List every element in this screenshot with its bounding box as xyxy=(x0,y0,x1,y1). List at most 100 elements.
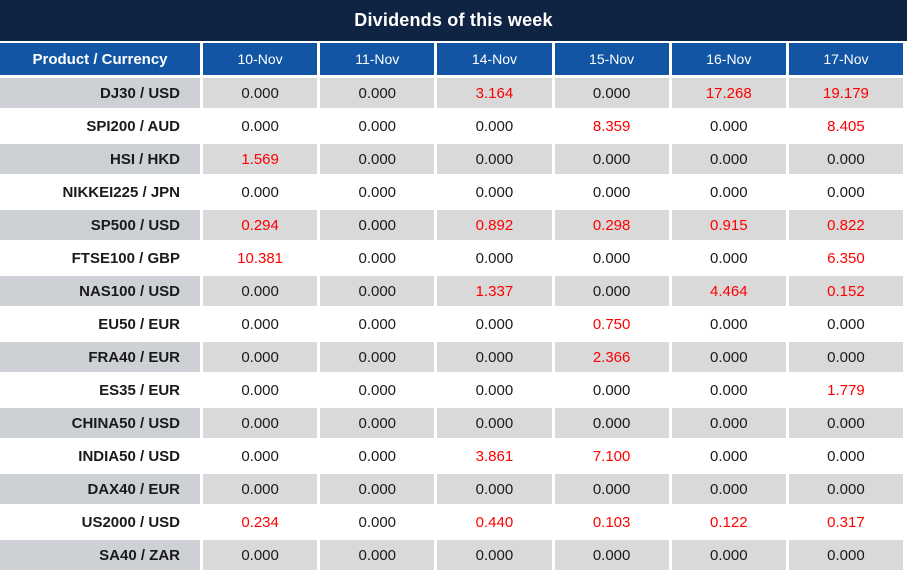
dividend-value-cell: 0.892 xyxy=(437,210,552,240)
dividend-value-cell: 0.000 xyxy=(671,540,786,570)
dividends-table: Product / Currency 10-Nov 11-Nov 14-Nov 15-… xyxy=(0,43,907,570)
table-row: ES35 / EUR 0.000 0.000 0.000 0.000 0.000 1.779 xyxy=(0,375,904,405)
table-row: US2000 / USD 0.234 0.000 0.440 0.103 0.122 0.3… xyxy=(0,507,904,537)
dividend-value-cell: 0.000 xyxy=(203,78,318,108)
dividend-value-cell: 0.317 xyxy=(788,507,904,537)
dividend-value-cell: 0.000 xyxy=(437,243,552,273)
dividend-value-cell: 0.000 xyxy=(320,111,435,141)
product-currency-cell: SA40 / ZAR xyxy=(0,540,200,570)
dividend-value-cell: 0.000 xyxy=(554,375,669,405)
dividend-value-cell: 0.440 xyxy=(437,507,552,537)
dividend-value-cell: 0.000 xyxy=(437,144,552,174)
dividend-value-cell: 0.152 xyxy=(788,276,904,306)
product-currency-cell: SPI200 / AUD xyxy=(0,111,200,141)
dividend-value-cell: 0.000 xyxy=(203,276,318,306)
dividend-value-cell: 0.234 xyxy=(203,507,318,537)
dividend-value-cell: 0.000 xyxy=(788,540,904,570)
dividend-value-cell: 0.000 xyxy=(437,309,552,339)
product-currency-column-header: Product / Currency xyxy=(0,43,200,75)
dividend-value-cell: 0.000 xyxy=(203,375,318,405)
dividend-value-cell: 0.000 xyxy=(320,375,435,405)
dividend-value-cell: 0.000 xyxy=(554,474,669,504)
dividend-value-cell: 0.000 xyxy=(788,441,904,471)
dividend-value-cell: 0.000 xyxy=(203,177,318,207)
dividend-value-cell: 0.000 xyxy=(320,474,435,504)
product-currency-cell: NAS100 / USD xyxy=(0,276,200,306)
table-header-row: Product / Currency 10-Nov 11-Nov 14-Nov 15-… xyxy=(0,43,904,75)
dividend-value-cell: 4.464 xyxy=(671,276,786,306)
dividend-value-cell: 0.000 xyxy=(437,342,552,372)
table-row: SA40 / ZAR 0.000 0.000 0.000 0.000 0.000 0.000 xyxy=(0,540,904,570)
dividend-value-cell: 2.366 xyxy=(554,342,669,372)
product-currency-cell: FRA40 / EUR xyxy=(0,342,200,372)
dividend-value-cell: 0.298 xyxy=(554,210,669,240)
dividend-value-cell: 0.000 xyxy=(788,177,904,207)
dividend-value-cell: 1.569 xyxy=(203,144,318,174)
dividend-value-cell: 0.000 xyxy=(320,309,435,339)
dividend-value-cell: 0.000 xyxy=(554,276,669,306)
dividend-value-cell: 3.861 xyxy=(437,441,552,471)
table-row: SP500 / USD 0.294 0.000 0.892 0.298 0.915 0.82… xyxy=(0,210,904,240)
dividend-value-cell: 0.000 xyxy=(437,474,552,504)
dividend-value-cell: 0.103 xyxy=(554,507,669,537)
table-row: DJ30 / USD 0.000 0.000 3.164 0.000 17.268 19.1… xyxy=(0,78,904,108)
dividend-value-cell: 0.000 xyxy=(320,243,435,273)
dividend-value-cell: 0.000 xyxy=(671,111,786,141)
product-currency-cell: ES35 / EUR xyxy=(0,375,200,405)
date-column-header: 16-Nov xyxy=(671,43,786,75)
product-currency-cell: FTSE100 / GBP xyxy=(0,243,200,273)
dividend-value-cell: 0.000 xyxy=(671,144,786,174)
dividend-value-cell: 0.000 xyxy=(437,111,552,141)
date-column-header: 14-Nov xyxy=(437,43,552,75)
product-currency-cell: EU50 / EUR xyxy=(0,309,200,339)
dividend-value-cell: 0.750 xyxy=(554,309,669,339)
table-row: FTSE100 / GBP 10.381 0.000 0.000 0.000 0.000 6… xyxy=(0,243,904,273)
product-currency-cell: NIKKEI225 / JPN xyxy=(0,177,200,207)
dividend-value-cell: 0.000 xyxy=(554,177,669,207)
table-row: CHINA50 / USD 0.000 0.000 0.000 0.000 0.000 0.… xyxy=(0,408,904,438)
dividend-value-cell: 0.000 xyxy=(203,408,318,438)
dividend-value-cell: 0.000 xyxy=(320,507,435,537)
dividend-value-cell: 0.000 xyxy=(203,111,318,141)
dividend-value-cell: 3.164 xyxy=(437,78,552,108)
date-column-header: 11-Nov xyxy=(320,43,435,75)
dividend-value-cell: 0.000 xyxy=(671,375,786,405)
dividend-value-cell: 0.000 xyxy=(320,177,435,207)
dividend-value-cell: 0.000 xyxy=(554,144,669,174)
dividend-value-cell: 0.000 xyxy=(437,540,552,570)
dividend-value-cell: 0.000 xyxy=(671,177,786,207)
dividend-value-cell: 0.000 xyxy=(788,474,904,504)
dividend-value-cell: 0.000 xyxy=(203,540,318,570)
date-column-header: 15-Nov xyxy=(554,43,669,75)
product-currency-cell: CHINA50 / USD xyxy=(0,408,200,438)
dividend-value-cell: 0.000 xyxy=(671,441,786,471)
dividend-value-cell: 6.350 xyxy=(788,243,904,273)
table-row: DAX40 / EUR 0.000 0.000 0.000 0.000 0.000 0.00… xyxy=(0,474,904,504)
dividend-value-cell: 0.000 xyxy=(437,177,552,207)
table-row: NAS100 / USD 0.000 0.000 1.337 0.000 4.464 0.1… xyxy=(0,276,904,306)
table-row: EU50 / EUR 0.000 0.000 0.000 0.750 0.000 0.000 xyxy=(0,309,904,339)
dividend-value-cell: 0.000 xyxy=(437,375,552,405)
product-currency-cell: HSI / HKD xyxy=(0,144,200,174)
dividend-value-cell: 0.000 xyxy=(788,342,904,372)
dividend-value-cell: 0.822 xyxy=(788,210,904,240)
dividend-value-cell: 0.000 xyxy=(437,408,552,438)
table-row: NIKKEI225 / JPN 0.000 0.000 0.000 0.000 0.000… xyxy=(0,177,904,207)
dividend-value-cell: 0.000 xyxy=(320,144,435,174)
widget-title: Dividends of this week xyxy=(0,0,907,41)
product-currency-cell: SP500 / USD xyxy=(0,210,200,240)
dividend-value-cell: 0.000 xyxy=(554,78,669,108)
table-row: SPI200 / AUD 0.000 0.000 0.000 8.359 0.000 8.4… xyxy=(0,111,904,141)
dividend-value-cell: 0.000 xyxy=(671,342,786,372)
dividend-value-cell: 0.000 xyxy=(554,243,669,273)
dividend-value-cell: 0.000 xyxy=(671,408,786,438)
table-row: HSI / HKD 1.569 0.000 0.000 0.000 0.000 0.000 xyxy=(0,144,904,174)
dividend-value-cell: 1.337 xyxy=(437,276,552,306)
product-currency-cell: DJ30 / USD xyxy=(0,78,200,108)
date-column-header: 10-Nov xyxy=(203,43,318,75)
dividend-value-cell: 0.915 xyxy=(671,210,786,240)
dividend-value-cell: 7.100 xyxy=(554,441,669,471)
dividend-value-cell: 0.000 xyxy=(320,210,435,240)
table-row: FRA40 / EUR 0.000 0.000 0.000 2.366 0.000 0.00… xyxy=(0,342,904,372)
